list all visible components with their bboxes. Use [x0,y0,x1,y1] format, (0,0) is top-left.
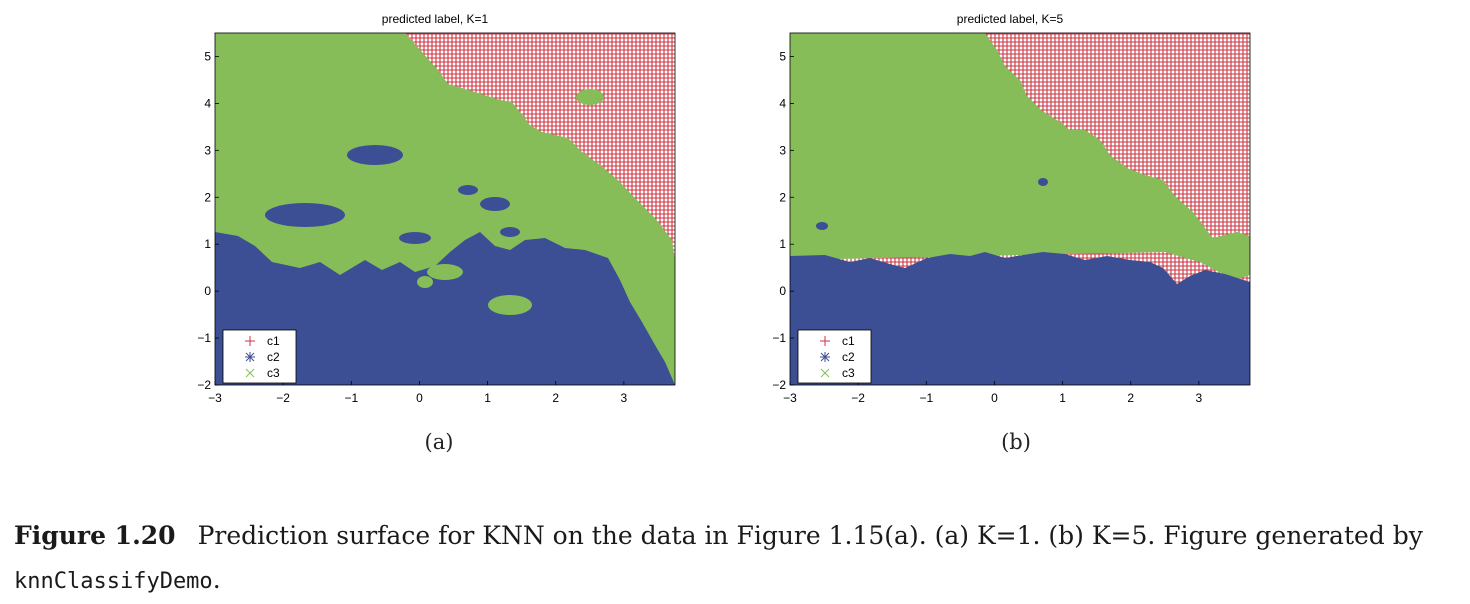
x-tick-label: 1 [1059,391,1066,405]
region-c3 [427,264,463,280]
region-c2 [215,232,675,385]
y-tick-label: −2 [197,378,211,392]
region-c3 [790,33,1250,280]
y-tick-label: 4 [779,96,786,110]
x-tick-label: −3 [783,391,797,405]
plot-frame [789,32,1251,386]
subfigure-label-a: (a) [424,430,454,454]
x-tick-label: −2 [276,391,290,405]
caption-end: . [212,565,221,594]
region-c3 [503,154,527,166]
region-c2 [265,203,345,227]
legend-label-c2: c2 [267,350,280,364]
y-tick-label: −1 [772,331,786,345]
prediction-surface [790,33,1250,385]
y-tick-label: 1 [204,237,211,251]
region-c2 [816,222,828,230]
legend-marker-c3-icon [820,368,830,378]
region-c3 [488,295,532,315]
region-c2 [458,185,478,195]
chart-title: predicted label, K=5 [957,12,1064,26]
y-tick-label: 3 [204,143,211,157]
legend-box [797,329,872,384]
legend-label-c2: c2 [842,350,855,364]
caption-text: Prediction surface for KNN on the data i… [197,521,1423,550]
caption-code: knnClassifyDemo [14,569,213,594]
x-tick-label: −1 [344,391,358,405]
legend-label-c3: c3 [267,366,280,380]
figure-caption: Figure 1.20 Prediction surface for KNN on… [14,514,1462,604]
region-c2 [480,197,510,211]
y-tick-label: 2 [204,190,211,204]
chart-k5: predicted label, K=5 −3 −2 −1 0 1 2 3−2−101234… [772,12,1251,405]
x-tick-label: 3 [621,391,628,405]
legend: c1 c2 c3 [797,329,872,384]
region-c2 [1038,178,1048,186]
y-tick-label: 5 [204,49,211,63]
y-tick-label: 2 [779,190,786,204]
chart-k1: predicted label, K=1 −3 −2 −1 0 1 2 3−2−101234… [197,12,676,405]
x-tick-label: −1 [919,391,933,405]
x-tick-label: 0 [991,391,998,405]
region-c2 [500,227,520,237]
legend-marker-c1-icon [245,336,255,346]
chart-title: predicted label, K=1 [382,12,489,26]
legend-marker-c1-icon [820,336,830,346]
legend: c1 c2 c3 [222,329,297,384]
region-c3 [576,89,604,105]
y-tick-label: 1 [779,237,786,251]
y-tick-label: 5 [779,49,786,63]
legend-marker-c3-icon [245,368,255,378]
y-tick-label: 0 [204,284,211,298]
y-tick-label: −1 [197,331,211,345]
x-tick-label: 2 [552,391,559,405]
prediction-surface [215,33,675,385]
figure-number: Figure 1.20 [14,521,176,550]
subfigure-label-b: (b) [1001,430,1031,454]
legend-box [222,329,297,384]
region-c3 [417,276,433,288]
legend-label-c1: c1 [842,334,855,348]
y-tick-label: −2 [772,378,786,392]
region-c3 [1039,138,1099,162]
x-tick-label: 2 [1127,391,1134,405]
y-tick-label: 4 [204,96,211,110]
y-tick-label: 0 [779,284,786,298]
region-c2 [399,232,431,244]
x-tick-label: −3 [208,391,222,405]
legend-label-c1: c1 [267,334,280,348]
legend-marker-c2-icon [245,352,255,362]
region-c2 [347,145,403,165]
x-tick-label: −2 [851,391,865,405]
x-tick-label: 1 [484,391,491,405]
y-tick-label: 3 [779,143,786,157]
plot-frame [214,32,676,386]
x-tick-label: 3 [1196,391,1203,405]
legend-marker-c2-icon [820,352,830,362]
x-tick-label: 0 [416,391,423,405]
region-c2 [790,252,1250,385]
region-c3 [534,138,570,154]
legend-label-c3: c3 [842,366,855,380]
